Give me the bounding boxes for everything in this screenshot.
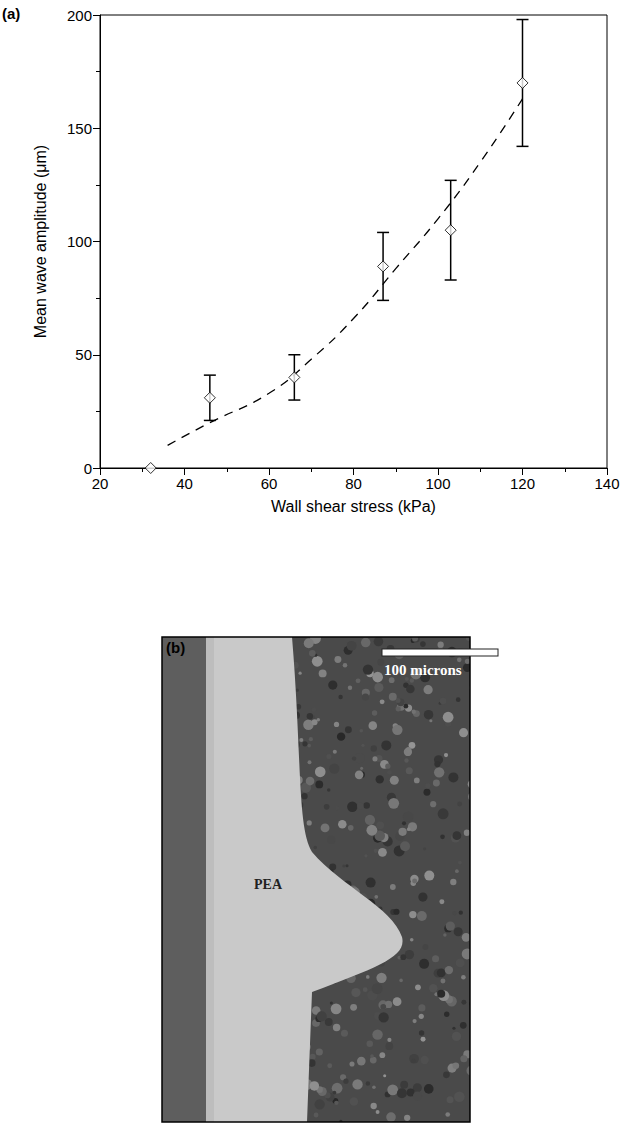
svg-text:20: 20 xyxy=(92,475,109,492)
svg-text:100: 100 xyxy=(67,233,92,250)
svg-text:100: 100 xyxy=(425,475,450,492)
svg-text:60: 60 xyxy=(261,475,278,492)
svg-text:PEA: PEA xyxy=(254,877,283,892)
svg-text:50: 50 xyxy=(75,346,92,363)
svg-text:200: 200 xyxy=(67,7,92,24)
svg-text:(b): (b) xyxy=(166,639,185,656)
svg-text:80: 80 xyxy=(345,475,362,492)
svg-text:Wall shear stress (kPa): Wall shear stress (kPa) xyxy=(271,498,436,515)
svg-text:100 microns: 100 microns xyxy=(384,662,462,678)
svg-text:140: 140 xyxy=(594,475,619,492)
svg-text:(a): (a) xyxy=(2,5,20,22)
svg-text:40: 40 xyxy=(176,475,193,492)
svg-text:Mean wave amplitude (μm): Mean wave amplitude (μm) xyxy=(32,145,49,338)
svg-text:150: 150 xyxy=(67,120,92,137)
svg-text:120: 120 xyxy=(510,475,535,492)
svg-text:0: 0 xyxy=(84,460,92,477)
